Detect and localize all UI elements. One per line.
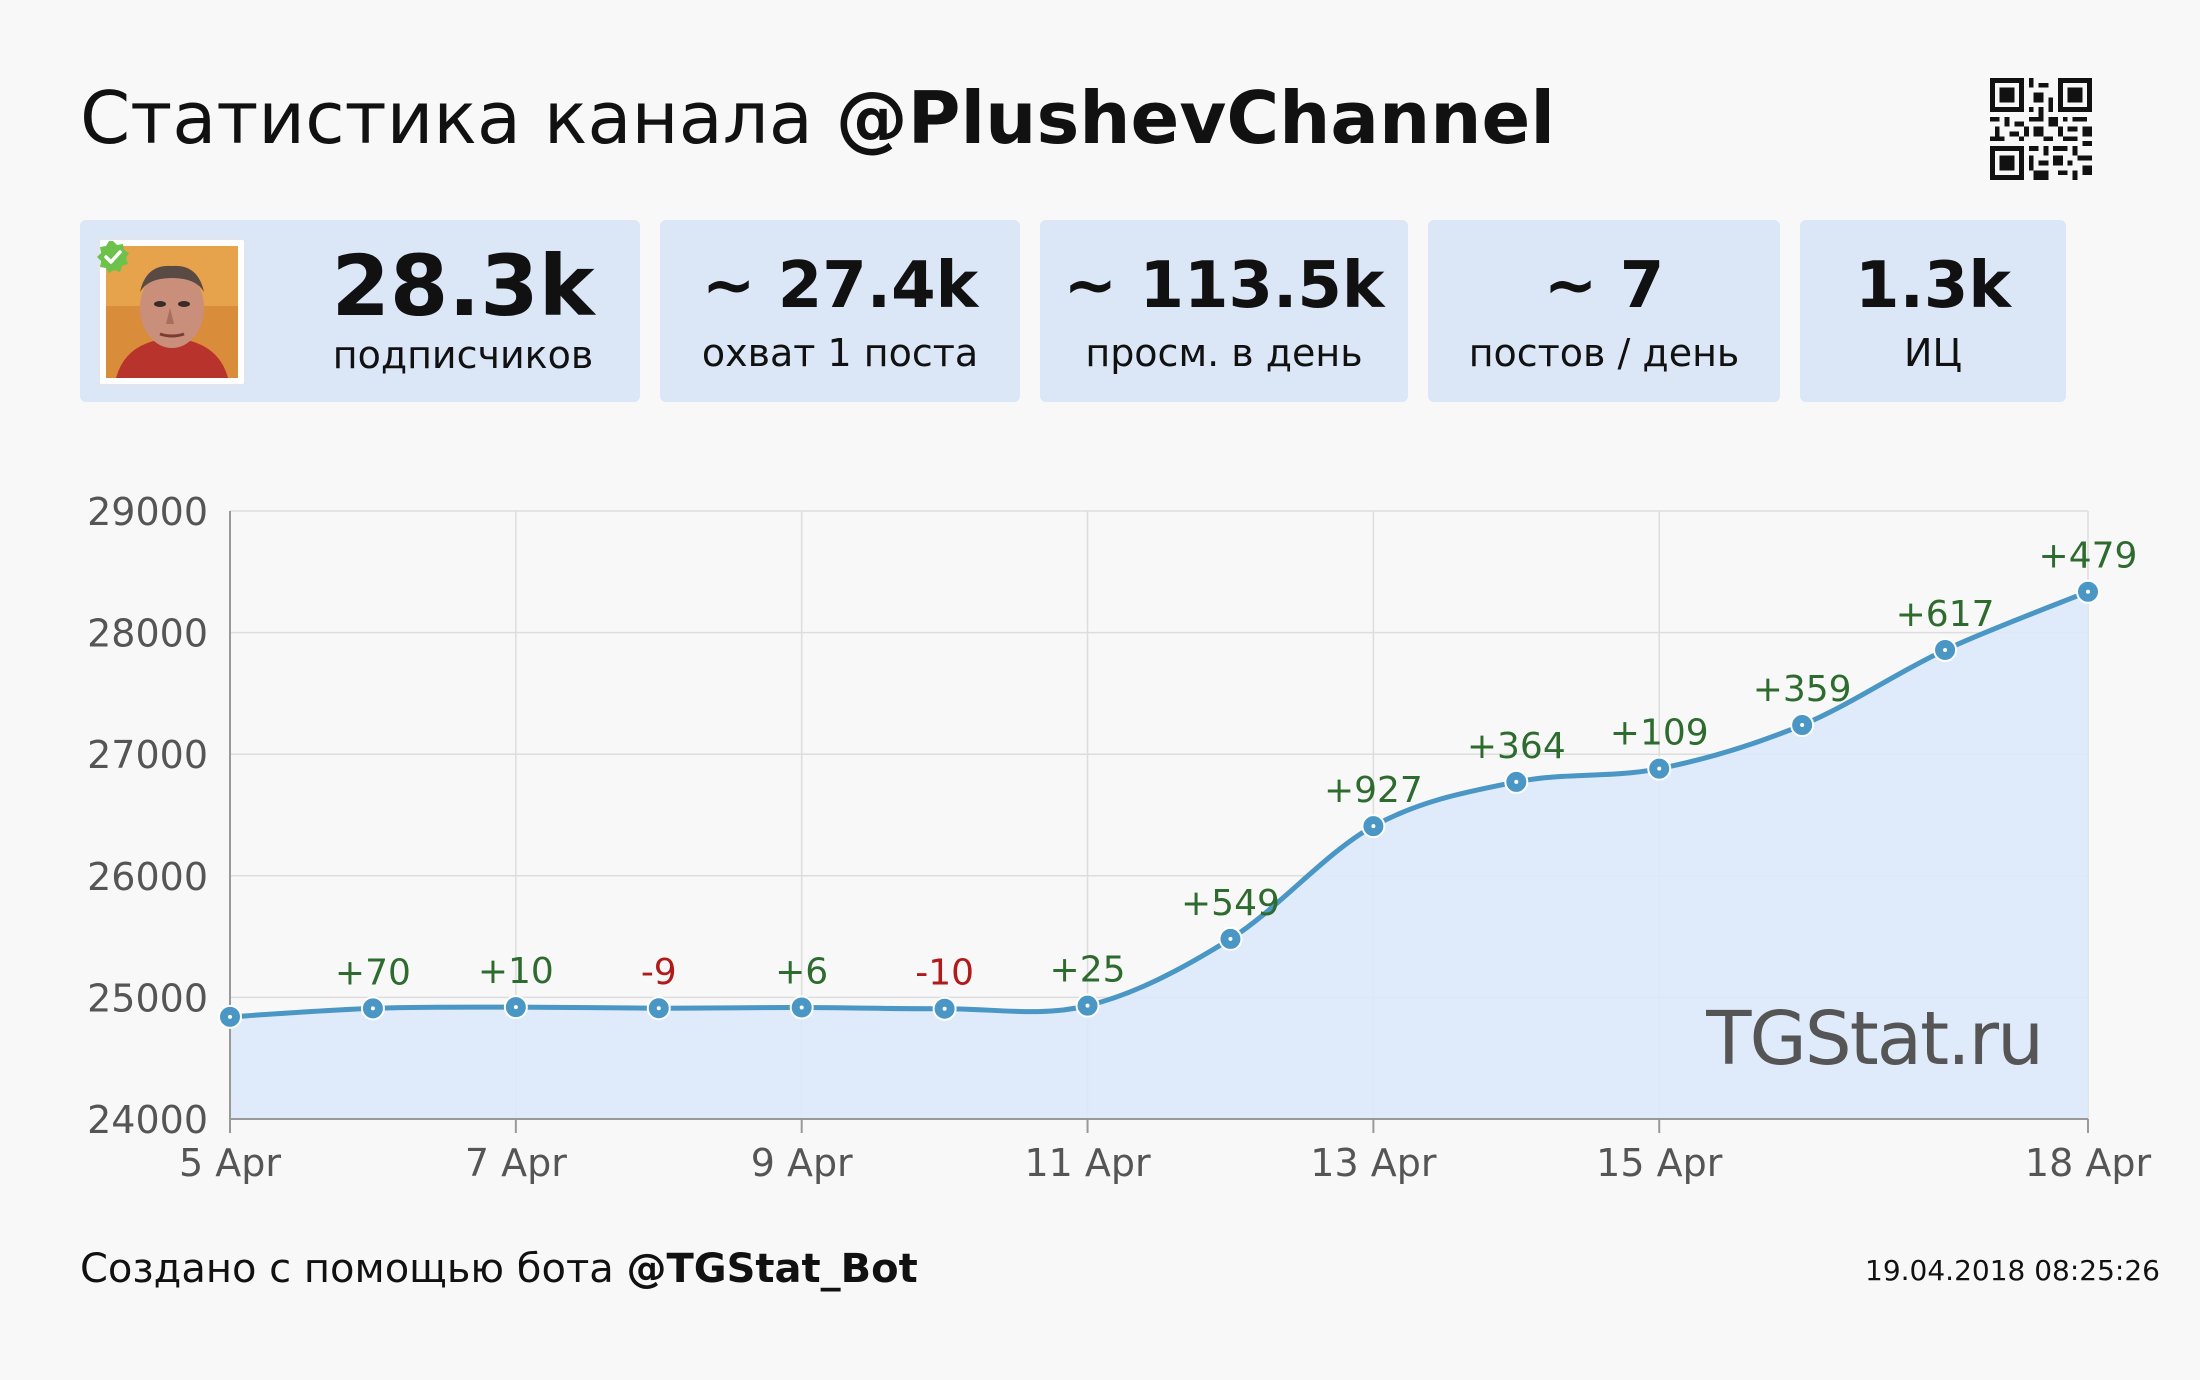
stat-card-reach: ~ 27.4k охват 1 поста — [660, 220, 1020, 402]
data-point-center — [656, 1006, 661, 1011]
posts-per-day-label: постов / день — [1468, 331, 1740, 375]
data-point-center — [513, 1005, 518, 1010]
daily-views-value: ~ 113.5k — [1063, 249, 1385, 323]
daily-views-label: просм. в день — [1085, 331, 1363, 375]
y-tick-label: 25000 — [87, 976, 208, 1020]
data-point-center — [1800, 723, 1805, 728]
data-point-delta-label: -9 — [641, 952, 677, 993]
verified-check-icon — [97, 241, 129, 273]
data-point-center — [1085, 1003, 1090, 1008]
posts-per-day-value: ~ 7 — [1543, 249, 1665, 323]
x-tick-label: 9 Apr — [751, 1141, 853, 1185]
data-point-delta-label: +70 — [335, 952, 411, 993]
data-point-delta-label: +6 — [775, 951, 828, 992]
stat-card-subscribers: 28.3k подписчиков — [80, 220, 640, 402]
bot-handle-link[interactable]: @TGStat_Bot — [626, 1246, 918, 1292]
data-point-delta-label: +364 — [1467, 726, 1566, 767]
qr-code-icon — [1990, 78, 2092, 180]
chart-area-fill — [230, 591, 2088, 1119]
data-point-center — [1371, 824, 1376, 829]
subscribers-label: подписчиков — [332, 333, 594, 377]
x-tick-label: 11 Apr — [1024, 1141, 1151, 1185]
tgstat-watermark: TGStat.ru — [1705, 996, 2042, 1082]
avatar-portrait — [106, 246, 238, 378]
citation-index-value: 1.3k — [1855, 249, 2011, 323]
generated-timestamp: 19.04.2018 08:25:26 — [1865, 1254, 2160, 1287]
data-point-delta-label: +359 — [1753, 669, 1852, 710]
y-tick-label: 29000 — [87, 490, 208, 534]
data-point-center — [1943, 647, 1948, 652]
reach-value: ~ 27.4k — [701, 249, 979, 323]
channel-handle: @PlushevChannel — [835, 76, 1556, 160]
data-point-delta-label: +25 — [1050, 950, 1126, 991]
data-point-center — [2086, 589, 2090, 594]
footer-credit: Создано с помощью бота @TGStat_Bot — [80, 1246, 918, 1292]
subscribers-value: 28.3k — [331, 237, 595, 335]
data-point-delta-label: +549 — [1181, 883, 1280, 924]
stat-card-daily-views: ~ 113.5k просм. в день — [1040, 220, 1408, 402]
x-tick-label: 13 Apr — [1310, 1141, 1437, 1185]
x-tick-label: 7 Apr — [465, 1141, 567, 1185]
stat-card-posts-per-day: ~ 7 постов / день — [1428, 220, 1780, 402]
channel-avatar — [98, 238, 246, 386]
page-title: Статистика канала @PlushevChannel — [80, 82, 1555, 154]
x-tick-label: 18 Apr — [2025, 1141, 2152, 1185]
reach-label: охват 1 поста — [701, 331, 979, 375]
y-tick-label: 24000 — [87, 1098, 208, 1142]
x-tick-label: 5 Apr — [179, 1141, 281, 1185]
data-point-delta-label: -10 — [915, 953, 974, 994]
data-point-center — [228, 1014, 232, 1019]
data-point-center — [942, 1006, 947, 1011]
data-point-delta-label: +927 — [1324, 770, 1423, 811]
citation-index-label: ИЦ — [1904, 331, 1962, 375]
footer-prefix: Создано с помощью бота — [80, 1246, 614, 1292]
y-tick-label: 27000 — [87, 733, 208, 777]
data-point-delta-label: +617 — [1896, 594, 1995, 635]
data-point-center — [370, 1006, 375, 1011]
data-point-center — [799, 1005, 804, 1010]
data-point-center — [1514, 779, 1519, 784]
data-point-delta-label: +109 — [1610, 713, 1709, 754]
data-point-delta-label: +479 — [2039, 536, 2138, 577]
y-tick-label: 26000 — [87, 855, 208, 899]
data-point-delta-label: +10 — [478, 951, 554, 992]
x-tick-label: 15 Apr — [1596, 1141, 1723, 1185]
y-tick-label: 28000 — [87, 612, 208, 656]
data-point-center — [1228, 936, 1233, 941]
title-prefix: Статистика канала — [80, 76, 813, 160]
data-point-center — [1657, 766, 1662, 771]
stat-card-citation-index: 1.3k ИЦ — [1800, 220, 2066, 402]
